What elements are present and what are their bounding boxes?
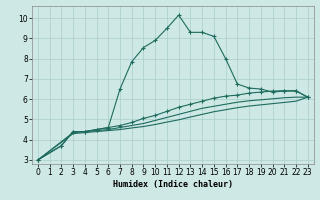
X-axis label: Humidex (Indice chaleur): Humidex (Indice chaleur) <box>113 180 233 189</box>
